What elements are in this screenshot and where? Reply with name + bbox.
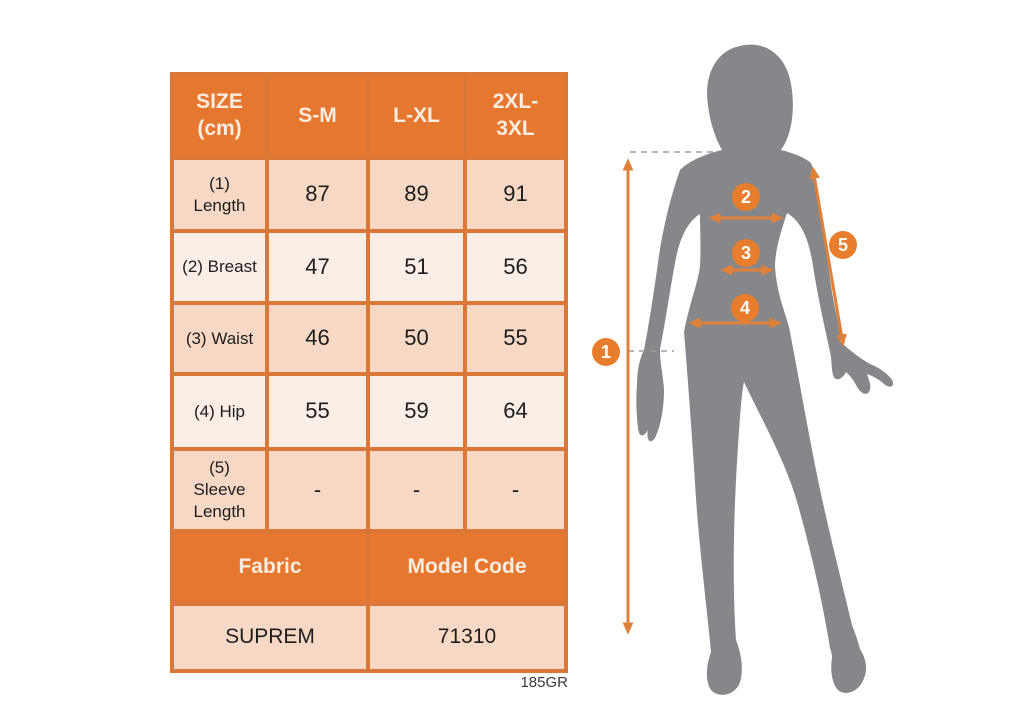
row-label-hip: (4) Hip bbox=[174, 376, 265, 447]
measure-marker-1: 1 bbox=[592, 338, 620, 366]
body-silhouette-figure bbox=[636, 44, 894, 695]
hip-l-xl: 59 bbox=[370, 376, 463, 447]
fabric-value: SUPREM bbox=[174, 606, 366, 669]
waist-s-m: 46 bbox=[269, 305, 366, 372]
size-table: SIZE (cm) S-M L-XL 2XL- 3XL (1) Length 8… bbox=[170, 72, 568, 673]
row-label-sleeve-length: (5) Sleeve Length bbox=[174, 451, 265, 529]
breast-l-xl: 51 bbox=[370, 233, 463, 301]
sleeve-2xl-3xl: - bbox=[467, 451, 564, 529]
column-header-l-xl: L-XL bbox=[370, 76, 463, 156]
model-code-header: Model Code bbox=[370, 533, 564, 602]
fabric-header: Fabric bbox=[174, 533, 366, 602]
hip-s-m: 55 bbox=[269, 376, 366, 447]
sleeve-measure-arrow bbox=[809, 166, 847, 347]
sleeve-l-xl: - bbox=[370, 451, 463, 529]
length-2xl-3xl: 91 bbox=[467, 160, 564, 229]
measure-marker-4: 4 bbox=[731, 294, 759, 322]
column-header-s-m: S-M bbox=[269, 76, 366, 156]
measure-marker-2: 2 bbox=[732, 183, 760, 211]
size-unit-header: SIZE (cm) bbox=[174, 76, 265, 156]
waist-2xl-3xl: 55 bbox=[467, 305, 564, 372]
hip-2xl-3xl: 64 bbox=[467, 376, 564, 447]
column-header-2xl-3xl: 2XL- 3XL bbox=[467, 76, 564, 156]
measure-marker-5: 5 bbox=[829, 231, 857, 259]
model-code-value: 71310 bbox=[370, 606, 564, 669]
row-label-waist: (3) Waist bbox=[174, 305, 265, 372]
breast-2xl-3xl: 56 bbox=[467, 233, 564, 301]
row-label-length: (1) Length bbox=[174, 160, 265, 229]
length-l-xl: 89 bbox=[370, 160, 463, 229]
waist-l-xl: 50 bbox=[370, 305, 463, 372]
measure-marker-3: 3 bbox=[732, 239, 760, 267]
weight-note: 185GR bbox=[520, 674, 568, 691]
breast-s-m: 47 bbox=[269, 233, 366, 301]
length-s-m: 87 bbox=[269, 160, 366, 229]
sleeve-s-m: - bbox=[269, 451, 366, 529]
row-label-breast: (2) Breast bbox=[174, 233, 265, 301]
